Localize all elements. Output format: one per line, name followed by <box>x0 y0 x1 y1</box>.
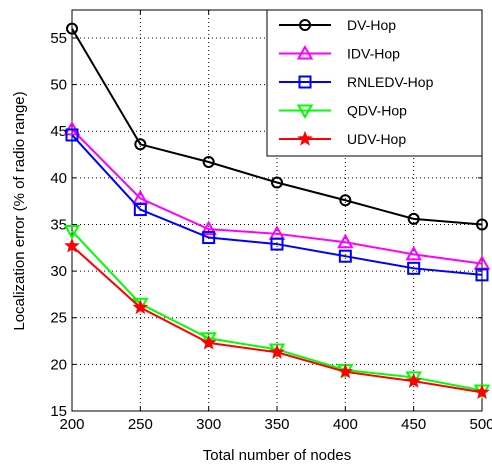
legend-marker <box>299 19 311 31</box>
data-point <box>475 268 489 282</box>
y-tick-label: 55 <box>50 30 67 47</box>
legend-item: RNLEDV-Hop <box>279 74 434 90</box>
data-point <box>202 231 216 245</box>
data-point <box>407 261 421 275</box>
series-udv-hop <box>64 237 490 399</box>
legend-label: IDV-Hop <box>347 46 400 62</box>
legend-label: QDV-Hop <box>347 103 407 119</box>
data-point <box>339 194 352 207</box>
data-point <box>64 237 80 253</box>
x-axis-title: Total number of nodes <box>203 447 351 464</box>
data-point <box>405 245 422 261</box>
legend-item: DV-Hop <box>279 17 396 33</box>
data-point <box>134 138 147 151</box>
series-line <box>71 128 483 265</box>
x-tick-label: 400 <box>333 416 358 433</box>
data-point <box>338 249 352 263</box>
legend-marker <box>296 44 314 60</box>
y-tick-label: 20 <box>50 356 67 373</box>
legend-label: RNLEDV-Hop <box>347 74 434 90</box>
series-line <box>71 28 483 226</box>
data-point <box>474 384 490 399</box>
data-point <box>405 373 422 388</box>
series-rnledv-hop <box>65 128 489 282</box>
legend-item: IDV-Hop <box>279 44 400 62</box>
x-tick-label: 250 <box>128 416 153 433</box>
x-tick-label: 500 <box>469 416 492 433</box>
series-line <box>71 134 483 276</box>
legend-label: DV-Hop <box>347 17 396 33</box>
data-point <box>270 237 284 251</box>
x-tick-label: 450 <box>401 416 426 433</box>
y-tick-label: 15 <box>50 403 67 420</box>
y-tick-label: 45 <box>50 123 67 140</box>
y-tick-label: 40 <box>50 170 67 187</box>
data-point <box>65 128 79 142</box>
data-point <box>476 218 488 231</box>
y-axis-title: Localization error (% of radio range) <box>11 91 28 330</box>
data-point <box>202 156 215 169</box>
data-point <box>337 233 354 249</box>
legend-marker <box>296 104 314 120</box>
data-point <box>407 212 420 225</box>
legend-item: QDV-Hop <box>279 103 407 120</box>
series-layer <box>63 22 491 400</box>
y-tick-label: 35 <box>50 216 67 233</box>
data-point <box>269 344 285 359</box>
x-tick-label: 350 <box>264 416 289 433</box>
legend-marker <box>297 130 313 146</box>
y-tick-label: 30 <box>50 263 67 280</box>
legend-label: UDV-Hop <box>347 131 406 147</box>
data-point <box>63 225 81 240</box>
data-point <box>132 299 149 315</box>
axis-ticks: 200 250 300 350 400 450 500 15 20 25 30 35 40 45 50 55 <box>50 10 492 433</box>
data-point <box>200 334 217 350</box>
x-tick-label: 200 <box>59 416 84 433</box>
series-dv-hop <box>66 22 488 231</box>
x-tick-label: 300 <box>196 416 221 433</box>
data-point <box>200 220 217 236</box>
y-tick-label: 50 <box>50 77 67 94</box>
series-idv-hop <box>63 120 491 270</box>
data-point <box>405 371 422 386</box>
y-tick-label: 25 <box>50 310 67 327</box>
data-point <box>133 203 147 217</box>
legend-marker <box>298 75 312 89</box>
data-point <box>337 363 354 379</box>
legend: DV-Hop IDV-Hop RNLEDV-Hop QDV-Hop UDV-Hop <box>266 9 483 157</box>
data-point <box>271 176 283 189</box>
data-point <box>66 22 78 35</box>
data-point <box>200 332 217 347</box>
legend-item: UDV-Hop <box>279 130 406 147</box>
